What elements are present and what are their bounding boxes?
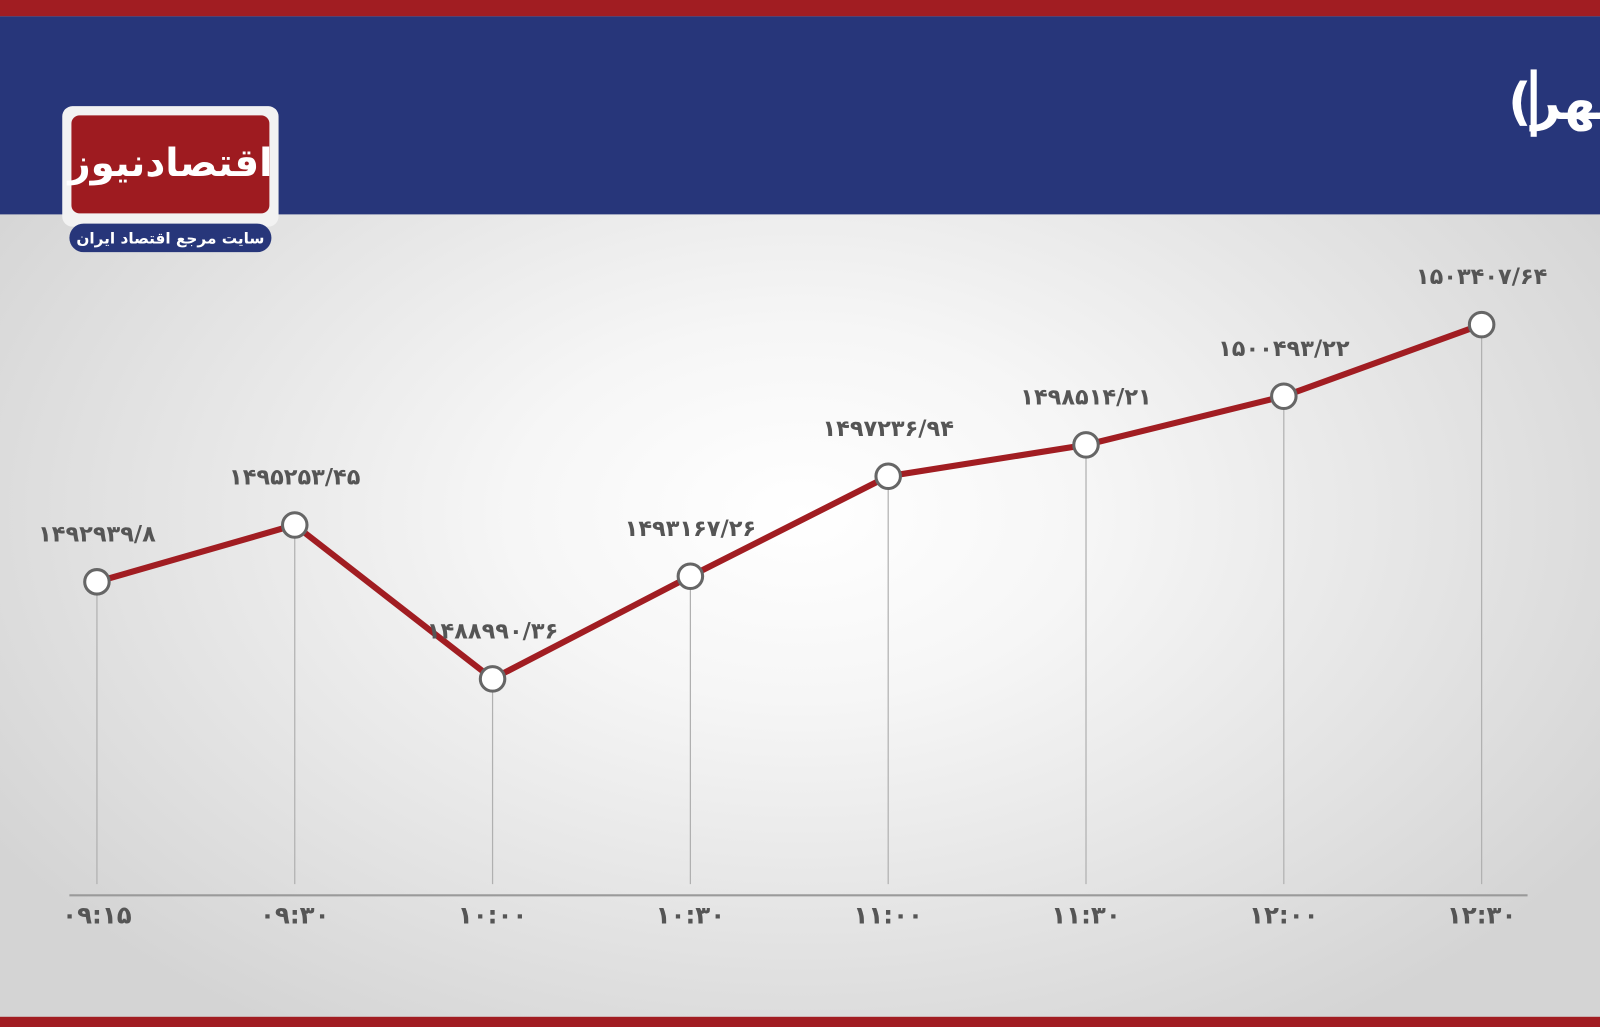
data-label: ۱۵۰۰۴۹۳/۲۲ [1218,336,1350,362]
data-label: ۱۵۰۳۴۰۷/۶۴ [1416,264,1547,290]
top-bar [0,0,1600,17]
data-point [1072,431,1100,459]
data-point [1270,382,1298,411]
title-bar-mark [1530,69,1537,137]
data-label: ۱۴۹۲۹۳۹/۸ [38,521,156,547]
logo-tagline: سایت مرجع اقتصاد ایران [76,229,264,247]
chart-title: روند شاخص کل بورس (چهارشنبه ۹ مهر) [1508,73,1600,132]
data-point [280,511,309,539]
logo-box [71,115,270,214]
x-tick-label: ۱۲:۳۰ [1447,901,1517,930]
x-tick-label: ۱۱:۳۰ [1051,901,1121,930]
bottom-bar [0,1016,1600,1027]
x-tick-label: ۰۹:۳۰ [260,901,330,930]
logo-tagline-pill [69,223,272,253]
data-point [874,462,902,491]
x-tick-label: ۱۰:۰۰ [458,901,528,930]
data-label: ۱۴۹۵۲۵۳/۴۵ [229,465,361,491]
data-label: ۱۴۹۸۵۱۴/۲۱ [1020,384,1151,410]
x-tick-label: ۱۲:۰۰ [1249,901,1319,930]
logo-text: اقتصادنیوز [66,141,272,186]
data-point [83,568,111,596]
data-label: ۱۴۹۳۱۶۷/۲۶ [625,516,756,542]
data-point [1467,310,1496,339]
data-point [478,665,507,693]
data-label: ۱۴۹۷۲۳۶/۹۴ [822,416,953,442]
x-tick-label: ۱۱:۰۰ [853,901,923,930]
series-line [96,321,1483,682]
x-tick-label: ۰۹:۱۵ [62,901,132,930]
data-point [676,562,705,591]
data-label: ۱۴۸۸۹۹۰/۳۶ [427,618,558,644]
x-tick-label: ۱۰:۳۰ [656,901,726,930]
